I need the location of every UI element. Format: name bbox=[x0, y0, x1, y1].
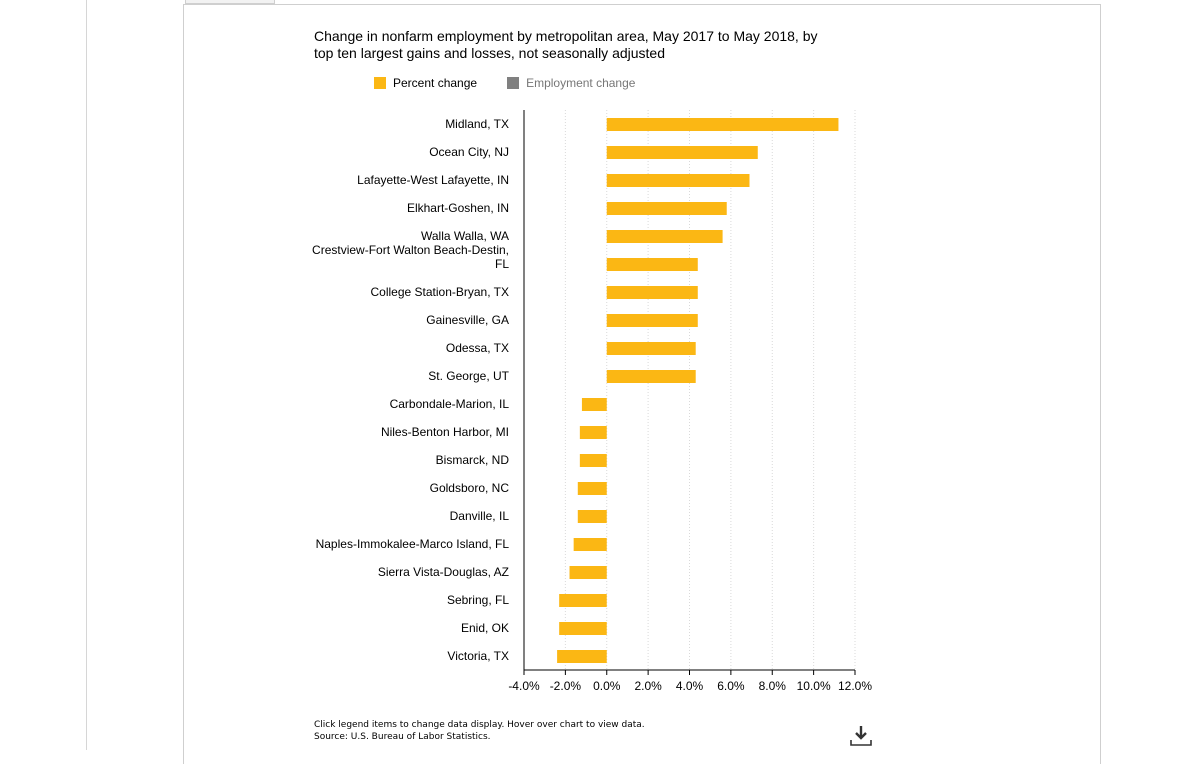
chart-tab[interactable] bbox=[185, 0, 275, 4]
bar-13[interactable] bbox=[577, 482, 607, 495]
legend-swatch-percent-change bbox=[374, 77, 386, 89]
bar-14[interactable] bbox=[577, 510, 607, 523]
category-label-17: Sebring, FL bbox=[447, 593, 509, 607]
bar-11[interactable] bbox=[579, 426, 607, 439]
category-label-16: Sierra Vista-Douglas, AZ bbox=[378, 565, 509, 579]
bar-1[interactable] bbox=[606, 146, 758, 159]
bar-18[interactable] bbox=[559, 622, 607, 635]
category-label-7: Gainesville, GA bbox=[426, 313, 509, 327]
x-tick-label-0: -4.0% bbox=[508, 679, 540, 693]
bar-9[interactable] bbox=[606, 370, 696, 383]
chart-title: Change in nonfarm employment by metropol… bbox=[314, 28, 818, 61]
category-label-11: Niles-Benton Harbor, MI bbox=[381, 425, 509, 439]
category-label-12: Bismarck, ND bbox=[436, 453, 510, 467]
bar-4[interactable] bbox=[606, 230, 723, 243]
category-label-18: Enid, OK bbox=[461, 621, 509, 635]
bar-7[interactable] bbox=[606, 314, 698, 327]
category-label-15: Naples-Immokalee-Marco Island, FL bbox=[316, 537, 510, 551]
category-label-9: St. George, UT bbox=[428, 369, 509, 383]
bar-0[interactable] bbox=[606, 118, 839, 131]
category-label-2: Lafayette-West Lafayette, IN bbox=[357, 173, 509, 187]
bar-3[interactable] bbox=[606, 202, 727, 215]
x-tick-label-4: 4.0% bbox=[676, 679, 704, 693]
bar-2[interactable] bbox=[606, 174, 750, 187]
bar-6[interactable] bbox=[606, 286, 698, 299]
x-tick-label-7: 10.0% bbox=[797, 679, 831, 693]
legend-swatch-employment-change bbox=[507, 77, 520, 89]
bar-5[interactable] bbox=[606, 258, 698, 271]
category-label-1: Ocean City, NJ bbox=[429, 145, 509, 159]
x-tick-label-6: 8.0% bbox=[759, 679, 787, 693]
page-frame-divider bbox=[86, 0, 87, 750]
x-tick-label-2: 0.0% bbox=[593, 679, 621, 693]
bar-17[interactable] bbox=[559, 594, 607, 607]
bar-10[interactable] bbox=[581, 398, 607, 411]
bar-16[interactable] bbox=[569, 566, 607, 579]
category-label-3: Elkhart-Goshen, IN bbox=[407, 201, 509, 215]
footer-instructions: Click legend items to change data displa… bbox=[314, 720, 645, 730]
category-label-10: Carbondale-Marion, IL bbox=[390, 397, 510, 411]
bar-19[interactable] bbox=[557, 650, 607, 663]
category-label-4: Walla Walla, WA bbox=[421, 229, 509, 243]
category-label-8: Odessa, TX bbox=[446, 341, 509, 355]
chart-panel bbox=[183, 4, 1101, 764]
category-label-14: Danville, IL bbox=[450, 509, 510, 523]
chart-legend: Percent change Employment change bbox=[374, 76, 665, 90]
bar-8[interactable] bbox=[606, 342, 696, 355]
category-label-19: Victoria, TX bbox=[447, 649, 509, 663]
x-tick-label-3: 2.0% bbox=[634, 679, 662, 693]
legend-label-employment-change: Employment change bbox=[526, 76, 636, 90]
x-tick-label-1: -2.0% bbox=[550, 679, 582, 693]
download-icon bbox=[850, 726, 872, 746]
footer-source: Source: U.S. Bureau of Labor Statistics. bbox=[314, 732, 491, 742]
download-button[interactable] bbox=[848, 724, 874, 748]
category-label-0: Midland, TX bbox=[445, 117, 509, 131]
bar-15[interactable] bbox=[573, 538, 607, 551]
x-tick-label-5: 6.0% bbox=[717, 679, 745, 693]
category-label-13: Goldsboro, NC bbox=[430, 481, 510, 495]
x-tick-label-8: 12.0% bbox=[838, 679, 872, 693]
bar-12[interactable] bbox=[579, 454, 607, 467]
category-label-5: Crestview-Fort Walton Beach-Destin, FL bbox=[312, 243, 509, 271]
legend-item-employment-change[interactable]: Employment change bbox=[507, 76, 635, 90]
legend-label-percent-change: Percent change bbox=[393, 76, 478, 90]
chart-footer: Click legend items to change data displa… bbox=[314, 719, 645, 743]
legend-item-percent-change[interactable]: Percent change bbox=[374, 76, 477, 90]
category-label-6: College Station-Bryan, TX bbox=[370, 285, 509, 299]
